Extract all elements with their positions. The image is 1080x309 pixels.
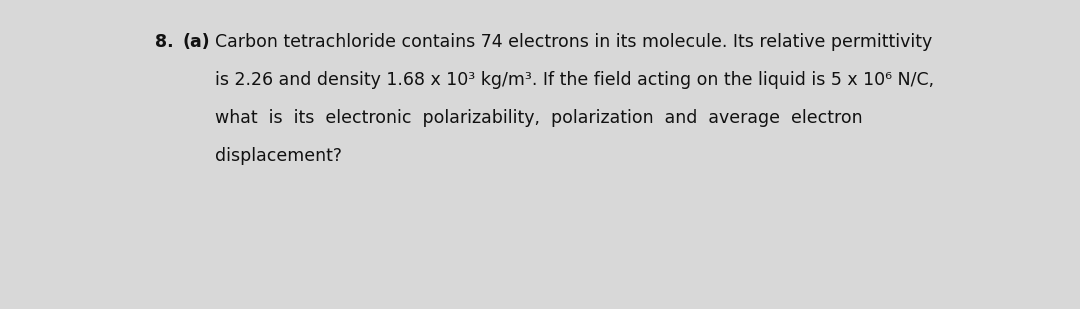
Text: (a): (a) [183,33,211,51]
Text: displacement?: displacement? [215,147,342,165]
Text: Carbon tetrachloride contains 74 electrons in its molecule. Its relative permitt: Carbon tetrachloride contains 74 electro… [215,33,932,51]
Text: what  is  its  electronic  polarizability,  polarization  and  average  electron: what is its electronic polarizability, p… [215,109,863,127]
Text: is 2.26 and density 1.68 x 10³ kg/m³. If the field acting on the liquid is 5 x 1: is 2.26 and density 1.68 x 10³ kg/m³. If… [215,71,934,89]
Text: 8.: 8. [156,33,174,51]
